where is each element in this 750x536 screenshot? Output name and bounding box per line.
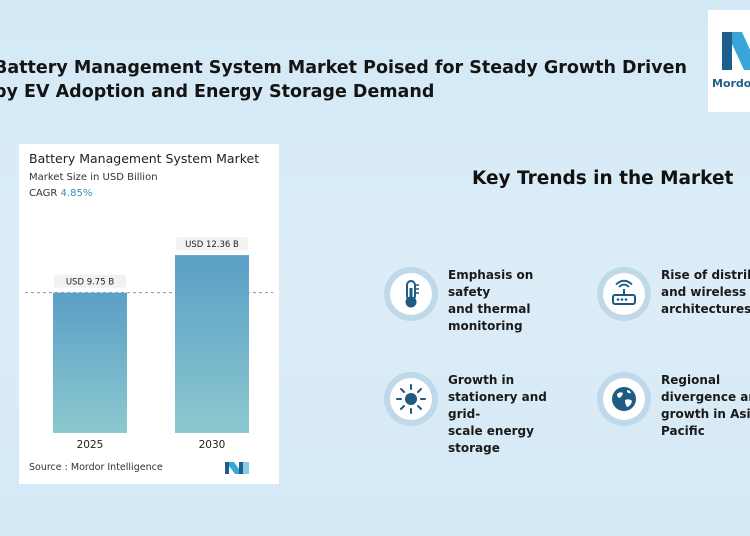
sun-icon	[396, 384, 426, 414]
key-trends-title: Key Trends in the Market	[472, 168, 734, 189]
globe-icon	[612, 387, 636, 411]
trend-text: Regional divergence and growth in Asia P…	[661, 373, 750, 438]
data-label: USD 12.36 B	[185, 240, 239, 250]
trend-icon-circle	[384, 372, 438, 426]
mordor-logo-mark-icon	[722, 32, 750, 70]
trend-text: Growth in stationery and grid- scale ene…	[448, 373, 547, 455]
router-icon	[612, 279, 636, 305]
data-label: USD 9.75 B	[66, 278, 114, 288]
mordor-logo[interactable]: Mordor	[708, 10, 750, 112]
cagr-value: 4.85%	[60, 188, 93, 199]
bar-2030	[175, 255, 249, 433]
headline: Battery Management System Market Poised …	[0, 58, 687, 102]
mini-logo-icon	[225, 462, 249, 474]
bar-chart: USD 9.75 B 2025 USD 12.36 B 2030	[25, 237, 273, 451]
chart-source: Source : Mordor Intelligence	[29, 462, 163, 473]
data-label-box	[176, 237, 248, 251]
bar-2025	[53, 292, 127, 433]
cagr-label: CAGR	[29, 188, 58, 199]
logo-text: Mordor	[712, 77, 750, 90]
trend-icon-circle	[597, 372, 651, 426]
x-tick-label: 2025	[77, 439, 104, 451]
data-label-box	[54, 274, 126, 288]
cagr: CAGR 4.85%	[29, 188, 92, 199]
chart-card: Battery Management System Market Market …	[19, 144, 279, 484]
chart-title: Battery Management System Market	[29, 151, 260, 166]
trend-text: Emphasis on safety and thermal monitorin…	[448, 268, 534, 333]
x-tick-label: 2030	[199, 439, 226, 451]
trend-icon-circle	[597, 267, 651, 321]
thermometer-icon	[405, 280, 419, 308]
chart-subtitle: Market Size in USD Billion	[29, 172, 158, 183]
trend-icon-circle	[384, 267, 438, 321]
trend-text: Rise of distrib and wireless B architect…	[661, 268, 750, 316]
